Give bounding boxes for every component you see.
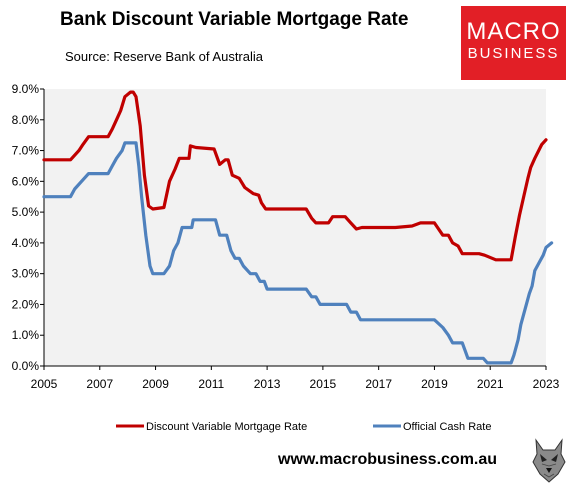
x-tick-label: 2021 [477,377,504,391]
y-tick-label: 5.0% [12,205,40,219]
x-tick-label: 2023 [533,377,560,391]
x-tick-label: 2013 [254,377,281,391]
chart-subtitle: Source: Reserve Bank of Australia [65,49,263,64]
y-tick-label: 2.0% [12,297,40,311]
y-tick-label: 6.0% [12,174,40,188]
x-tick-label: 2019 [421,377,448,391]
y-tick-label: 0.0% [12,359,40,373]
x-tick-label: 2009 [142,377,169,391]
logo-line-2: BUSINESS [467,45,560,62]
legend-label-2: Official Cash Rate [403,421,491,433]
line-chart: 0.0% 1.0% 2.0% 3.0% 4.0% 5.0% 6.0% 7.0% 8.0% 9.0%… [12,82,560,433]
y-tick-label: 3.0% [12,267,40,281]
y-tick-label: 1.0% [12,328,40,342]
x-tick-label: 2017 [365,377,392,391]
x-tick-label: 2015 [310,377,337,391]
chart-title: Bank Discount Variable Mortgage Rate [60,9,409,30]
wolf-mascot-icon [530,436,568,484]
x-tick-label: 2011 [198,377,224,391]
macrobusiness-logo: MACRO BUSINESS [461,6,566,80]
y-tick-label: 9.0% [12,82,40,96]
plot-area [44,89,546,366]
y-tick-label: 7.0% [12,144,40,158]
legend-label-1: Discount Variable Mortgage Rate [146,421,307,433]
logo-line-1: MACRO [466,18,561,45]
series-line-1 [42,90,548,262]
website-url: www.macrobusiness.com.au [278,451,498,468]
y-tick-label: 8.0% [12,113,40,127]
y-tick-label: 4.0% [12,236,40,250]
series-line-2 [42,141,554,365]
x-tick-label: 2005 [31,377,58,391]
x-tick-label: 2007 [86,377,113,391]
